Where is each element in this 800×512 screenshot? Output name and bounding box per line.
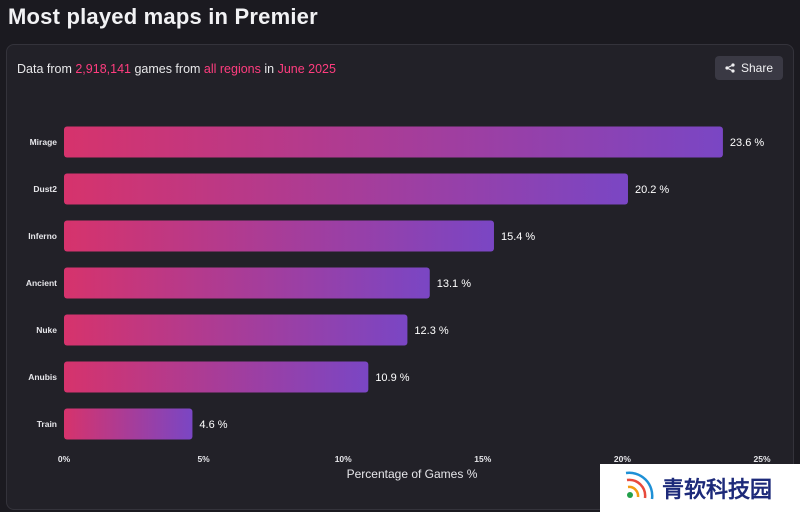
bar-mirage[interactable] [64, 126, 723, 158]
x-axis: 0% 5% 10% 15% 20% 25% [58, 454, 771, 464]
category-label-nuke: Nuke [36, 325, 57, 335]
x-tick-label-5: 5% [197, 454, 210, 464]
value-label-nuke: 12.3 % [414, 325, 448, 337]
chart-subtitle: Data from 2,918,141 games from all regio… [17, 62, 336, 76]
bar-nuke[interactable] [64, 314, 408, 346]
subtitle-mid-1: games from [130, 62, 204, 76]
share-icon [725, 63, 735, 73]
page-title: Most played maps in Premier [8, 4, 318, 29]
bar-dust2[interactable] [64, 173, 628, 205]
category-label-anubis: Anubis [28, 372, 57, 382]
bar-ancient[interactable] [64, 267, 430, 299]
value-label-mirage: 23.6 % [730, 137, 764, 149]
games-count: 2,918,141 [75, 62, 131, 76]
subtitle-prefix: Data from [17, 62, 76, 76]
regions-link[interactable]: all regions [203, 62, 261, 76]
value-label-anubis: 10.9 % [375, 372, 409, 384]
period-link[interactable]: June 2025 [277, 62, 336, 76]
x-tick-label-25: 25% [753, 454, 770, 464]
signal-logo-icon [622, 469, 656, 508]
category-label-train: Train [37, 419, 57, 429]
category-label-inferno: Inferno [28, 231, 57, 241]
x-tick-label-20: 20% [614, 454, 631, 464]
value-label-train: 4.6 % [199, 419, 227, 431]
value-label-inferno: 15.4 % [501, 231, 535, 243]
bar-anubis[interactable] [64, 361, 369, 393]
value-label-dust2: 20.2 % [635, 184, 669, 196]
bar-inferno[interactable] [64, 220, 494, 252]
category-label-mirage: Mirage [30, 137, 58, 147]
category-label-ancient: Ancient [26, 278, 57, 288]
x-tick-label-10: 10% [335, 454, 352, 464]
share-button[interactable]: Share [715, 56, 783, 80]
bars-layer: Mirage 23.6 % Dust2 20.2 % Inferno 15.4 % Anci… [26, 126, 764, 440]
watermark: 青软科技园 [600, 464, 800, 512]
watermark-text: 青软科技园 [662, 478, 773, 503]
subtitle-mid-2: in [260, 62, 278, 76]
x-tick-label-15: 15% [474, 454, 491, 464]
x-axis-label: Percentage of Games % [347, 467, 478, 481]
value-label-ancient: 13.1 % [437, 278, 471, 290]
category-label-dust2: Dust2 [33, 184, 57, 194]
bar-train[interactable] [64, 408, 193, 440]
x-tick-label-0: 0% [58, 454, 71, 464]
share-label: Share [740, 61, 774, 75]
